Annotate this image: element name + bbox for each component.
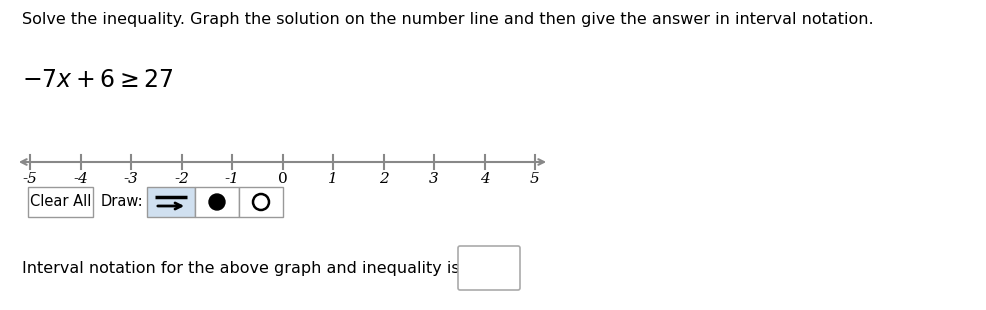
Text: 3: 3 [429, 172, 439, 186]
Text: -1: -1 [225, 172, 240, 186]
Text: Draw:: Draw: [101, 194, 144, 210]
FancyBboxPatch shape [239, 187, 283, 217]
Text: 4: 4 [479, 172, 489, 186]
Text: 1: 1 [327, 172, 337, 186]
FancyBboxPatch shape [28, 187, 93, 217]
Circle shape [209, 194, 225, 210]
FancyBboxPatch shape [195, 187, 239, 217]
Text: -3: -3 [123, 172, 138, 186]
Text: -5: -5 [23, 172, 37, 186]
Text: 0: 0 [277, 172, 287, 186]
FancyBboxPatch shape [147, 187, 195, 217]
Text: -2: -2 [174, 172, 188, 186]
FancyBboxPatch shape [458, 246, 520, 290]
Text: Solve the inequality. Graph the solution on the number line and then give the an: Solve the inequality. Graph the solution… [22, 12, 873, 27]
Text: Clear All: Clear All [30, 194, 91, 210]
Text: $-7x + 6 \geq 27$: $-7x + 6 \geq 27$ [22, 68, 174, 92]
Text: 5: 5 [529, 172, 539, 186]
Text: Interval notation for the above graph and inequality is: Interval notation for the above graph an… [22, 260, 459, 276]
Text: 2: 2 [379, 172, 387, 186]
Text: -4: -4 [73, 172, 88, 186]
